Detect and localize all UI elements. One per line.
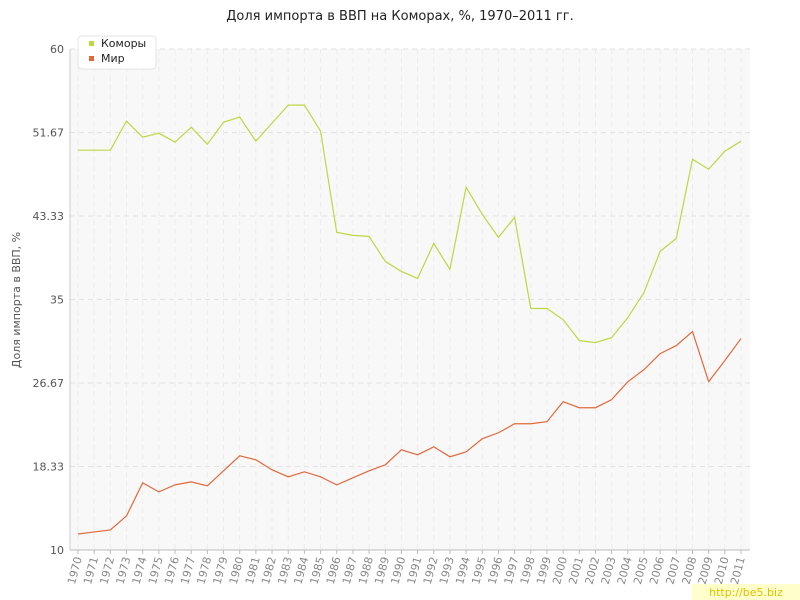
y-tick-label: 10	[50, 544, 64, 557]
legend-label: Коморы	[101, 37, 146, 50]
legend-swatch	[89, 56, 94, 61]
legend-swatch	[89, 41, 94, 46]
y-tick-label: 26.67	[33, 377, 65, 390]
chart-title: Доля импорта в ВВП на Коморах, %, 1970–2…	[226, 9, 573, 24]
legend-box	[77, 35, 157, 70]
series-line	[77, 330, 742, 535]
y-tick-label: 51.67	[33, 126, 65, 139]
watermark-bg	[692, 584, 800, 600]
legend-label: Мир	[101, 52, 125, 65]
y-tick-label: 43.33	[33, 210, 65, 223]
plot-area	[70, 49, 750, 550]
y-axis-label: Доля импорта в ВВП, %	[10, 232, 23, 368]
y-tick-label: 60	[50, 43, 64, 56]
y-tick-label: 35	[50, 294, 64, 307]
watermark: http://be5.biz	[709, 586, 783, 599]
y-tick-label: 18.33	[33, 461, 65, 474]
series-line	[78, 104, 742, 344]
